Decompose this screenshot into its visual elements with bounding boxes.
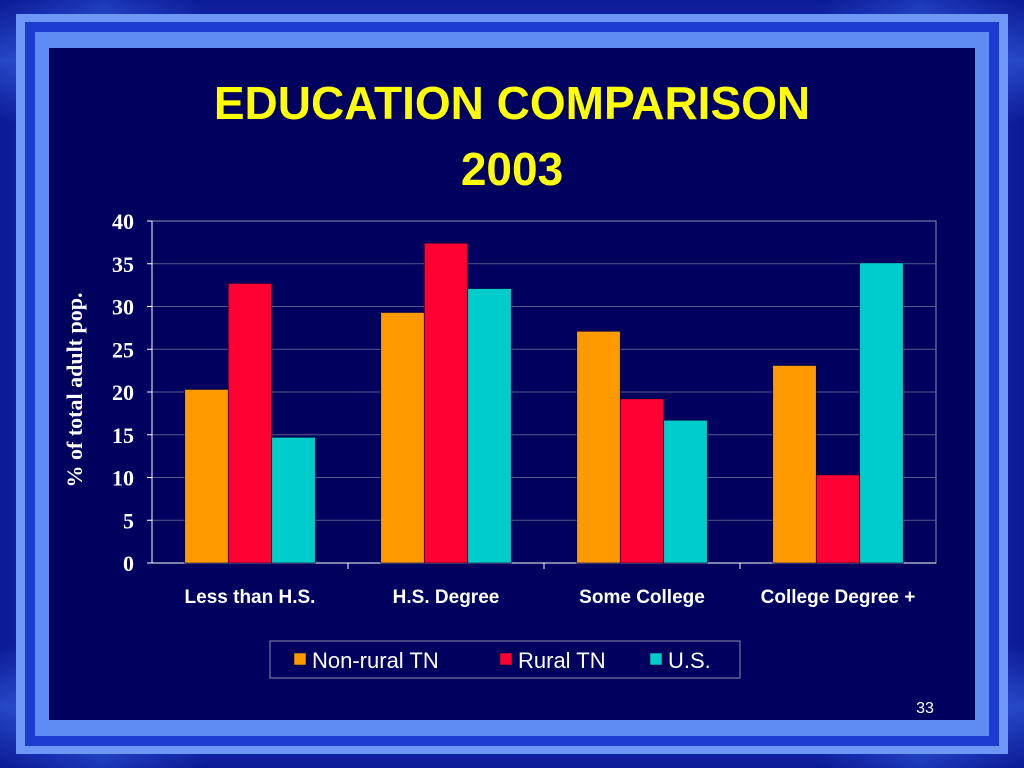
bar xyxy=(423,242,469,564)
bar xyxy=(815,474,861,564)
x-tick-label: H.S. Degree xyxy=(393,587,500,608)
slide-body xyxy=(49,48,975,720)
x-tick-label: Some College xyxy=(579,587,705,608)
title-line-1: EDUCATION COMPARISON xyxy=(213,77,811,129)
y-tick-label: 30 xyxy=(112,295,134,320)
legend-box xyxy=(269,640,741,679)
bar xyxy=(271,437,316,564)
legend-label: U.S. xyxy=(668,648,711,673)
slide-title: EDUCATION COMPARISON 2003 xyxy=(49,70,975,202)
y-tick-label: 10 xyxy=(112,466,134,491)
bar xyxy=(227,283,273,564)
bar xyxy=(380,312,425,564)
y-tick-label: 35 xyxy=(112,252,134,277)
y-tick-label: 15 xyxy=(112,423,134,448)
y-tick-label: 40 xyxy=(112,209,134,234)
legend-swatch xyxy=(293,652,307,666)
y-tick-label: 25 xyxy=(112,337,134,362)
x-tick-label: College Degree + xyxy=(761,587,916,608)
legend-swatch xyxy=(499,652,513,666)
y-tick-label: 20 xyxy=(112,380,134,405)
bar xyxy=(772,365,817,564)
bar xyxy=(619,398,665,564)
legend-swatch xyxy=(649,652,663,666)
bar xyxy=(663,419,708,564)
legend-label: Rural TN xyxy=(518,648,606,673)
y-tick-label: 0 xyxy=(123,551,134,576)
y-tick-label: 5 xyxy=(123,508,134,533)
bar xyxy=(576,330,621,564)
x-tick-label: Less than H.S. xyxy=(185,587,316,608)
bar xyxy=(184,389,229,564)
y-axis-label: % of total adult pop. xyxy=(62,293,87,488)
bar xyxy=(467,288,512,564)
title-line-2: 2003 xyxy=(460,143,564,195)
page-number: 33 xyxy=(916,700,934,717)
legend-label: Non-rural TN xyxy=(312,648,439,673)
bar xyxy=(859,262,904,564)
